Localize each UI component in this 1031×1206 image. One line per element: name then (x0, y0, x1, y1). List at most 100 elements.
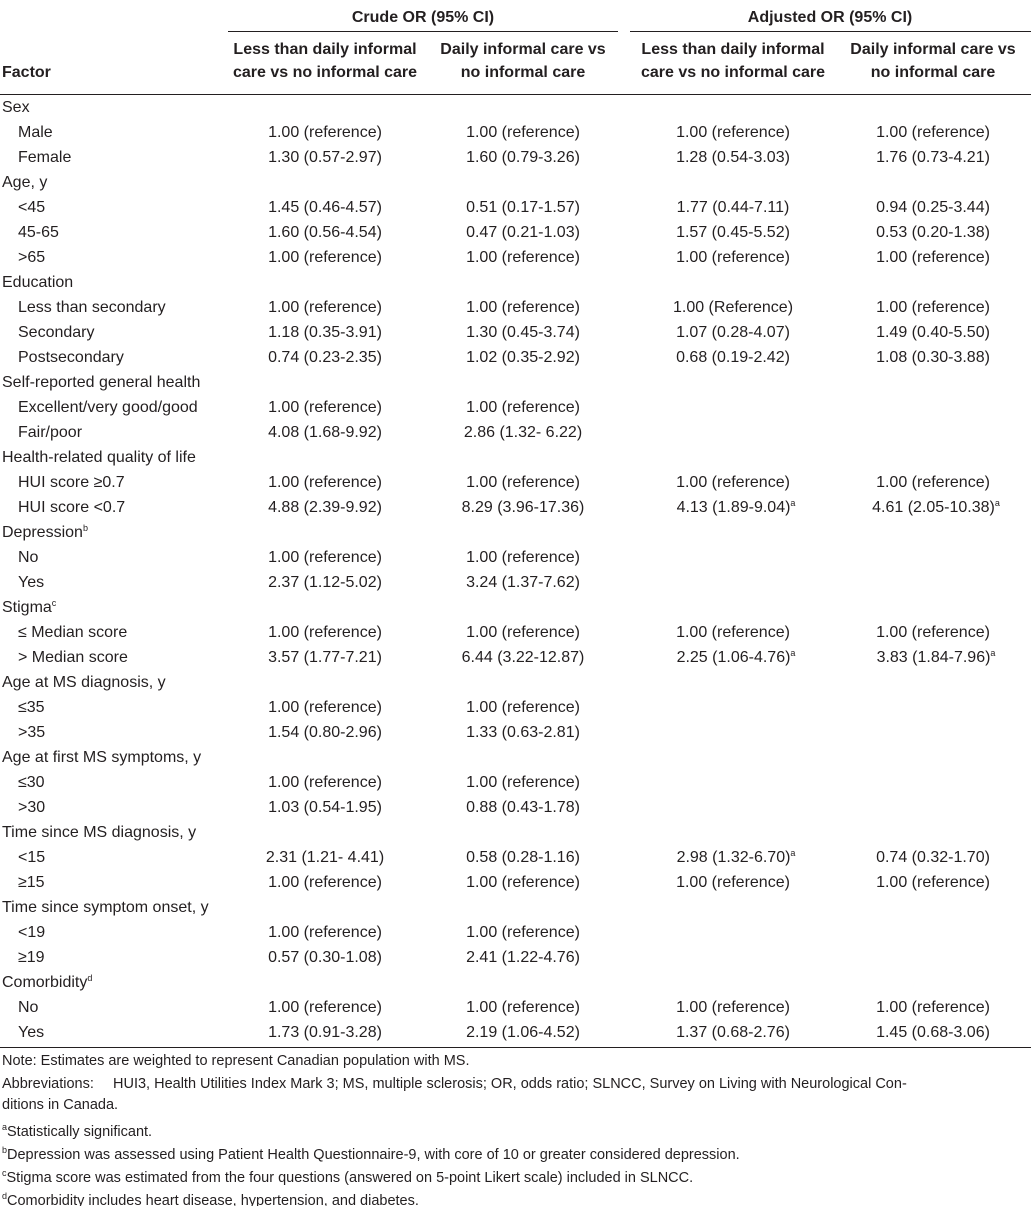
column-header: care vs no informal care (640, 64, 826, 81)
cell: 1.00 (reference) (466, 549, 580, 566)
label-text: Secondary (18, 324, 95, 341)
cell: 0.94 (0.25-3.44) (876, 199, 990, 216)
group-label: Age, y (2, 173, 47, 193)
row-label: >30 (18, 798, 45, 818)
group-label: Age at MS diagnosis, y (2, 673, 166, 693)
label-text: Time since symptom onset, y (2, 899, 209, 916)
row-label: ≥19 (18, 948, 45, 968)
label-text: ≥15 (18, 874, 45, 891)
footnote-text: Comorbidity includes heart disease, hype… (7, 1193, 419, 1206)
row-label: Female (18, 148, 71, 168)
cell: 1.00 (reference) (466, 999, 580, 1016)
rule (630, 31, 1031, 32)
column-header: Daily informal care vs (850, 41, 1016, 58)
column-header: Daily informal care vs (440, 41, 606, 58)
footnote-mark: a (790, 498, 796, 508)
cell: 1.02 (0.35-2.92) (466, 349, 580, 366)
cell: 2.37 (1.12-5.02) (268, 574, 382, 591)
group-label: Time since symptom onset, y (2, 898, 209, 918)
cell: 1.00 (reference) (466, 299, 580, 316)
cell: 4.61 (2.05-10.38)a (872, 498, 1000, 518)
group-label: Health-related quality of life (2, 448, 196, 468)
row-label: >65 (18, 248, 45, 268)
label-text: >30 (18, 799, 46, 816)
cell: 1.28 (0.54-3.03) (676, 149, 790, 166)
cell: 1.00 (reference) (466, 474, 580, 491)
group-header: Adjusted OR (95% CI) (747, 9, 913, 26)
footnote: aStatistically significant. (2, 1123, 152, 1141)
cell: 4.88 (2.39-9.92) (268, 499, 382, 516)
cell: 1.76 (0.73-4.21) (876, 149, 990, 166)
row-label: HUI score ≥0.7 (18, 473, 125, 493)
cell: 2.86 (1.32- 6.22) (463, 424, 583, 441)
row-label: Yes (18, 1023, 44, 1043)
row-label: >35 (18, 723, 45, 743)
cell: 1.00 (reference) (268, 549, 382, 566)
label-text: Male (18, 124, 53, 141)
cell: 1.45 (0.46-4.57) (268, 199, 382, 216)
label-text: Self-reported general health (2, 374, 201, 391)
cell: 1.03 (0.54-1.95) (268, 799, 382, 816)
label-text: HUI score ≥0.7 (18, 474, 125, 491)
cell: 0.51 (0.17-1.57) (466, 199, 580, 216)
label-text: ≤30 (18, 774, 45, 791)
footnote-text: Depression was assessed using Patient He… (7, 1147, 740, 1163)
row-label: ≥15 (18, 873, 45, 893)
row-label: HUI score <0.7 (18, 498, 125, 518)
cell: 1.00 (reference) (876, 624, 990, 641)
abbrev-text: ditions in Canada. (2, 1097, 119, 1113)
cell: 1.00 (reference) (466, 124, 580, 141)
group-label: Age at first MS symptoms, y (2, 748, 201, 768)
cell: 2.41 (1.22-4.76) (466, 949, 580, 966)
footnote-mark: c (51, 598, 57, 608)
row-label: Fair/poor (18, 423, 82, 443)
cell: 1.00 (reference) (676, 124, 790, 141)
cell: 1.00 (reference) (268, 249, 382, 266)
group-label: Self-reported general health (2, 373, 200, 393)
footnote: bDepression was assessed using Patient H… (2, 1146, 740, 1164)
row-label: Secondary (18, 323, 95, 343)
label-text: Education (2, 274, 74, 291)
label-text: Less than secondary (18, 299, 166, 316)
footnote-mark: a (990, 648, 996, 658)
label-text: ≤35 (18, 699, 45, 716)
cell: 1.00 (reference) (466, 399, 580, 416)
footnote-mark: a (2, 1122, 8, 1132)
cell: 0.74 (0.32-1.70) (876, 849, 990, 866)
abbrev-label: Abbreviations: (2, 1076, 94, 1092)
label-text: Age at first MS symptoms, y (2, 749, 202, 766)
cell: 1.33 (0.63-2.81) (466, 724, 580, 741)
cell: 1.00 (reference) (876, 124, 990, 141)
footnote-mark: a (790, 848, 796, 858)
cell-text: 2.25 (1.06-4.76) (676, 649, 791, 666)
cell: 2.19 (1.06-4.52) (466, 1024, 580, 1041)
label-text: Fair/poor (18, 424, 83, 441)
column-header: care vs no informal care (232, 64, 418, 81)
cell: 1.00 (reference) (466, 874, 580, 891)
cell: 1.00 (reference) (268, 124, 382, 141)
cell: 1.00 (reference) (676, 624, 790, 641)
label-text: ≥19 (18, 949, 45, 966)
cell: 1.00 (reference) (466, 774, 580, 791)
row-label: <19 (18, 923, 45, 943)
cell: 1.00 (Reference) (672, 299, 794, 316)
cell: 0.74 (0.23-2.35) (268, 349, 382, 366)
label-text: >35 (18, 724, 46, 741)
footnote-mark: a (790, 648, 796, 658)
cell: 1.73 (0.91-3.28) (268, 1024, 382, 1041)
footnote-text: Stigma score was estimated from the four… (6, 1170, 694, 1186)
footnote-mark: a (994, 498, 1000, 508)
row-label: <15 (18, 848, 45, 868)
footnote-mark: b (2, 1145, 8, 1155)
cell: 1.00 (reference) (676, 474, 790, 491)
row-label: ≤30 (18, 773, 45, 793)
cell: 0.57 (0.30-1.08) (268, 949, 382, 966)
cell: 1.00 (reference) (268, 474, 382, 491)
column-header: Less than daily informal (233, 41, 417, 58)
cell: 1.18 (0.35-3.91) (268, 324, 382, 341)
abbrev-text: HUI3, Health Utilities Index Mark 3; MS,… (113, 1076, 907, 1092)
footnote-mark: d (87, 973, 93, 983)
label-text: Postsecondary (18, 349, 124, 366)
label-text: Comorbidity (2, 974, 88, 991)
label-text: Depression (2, 524, 83, 541)
